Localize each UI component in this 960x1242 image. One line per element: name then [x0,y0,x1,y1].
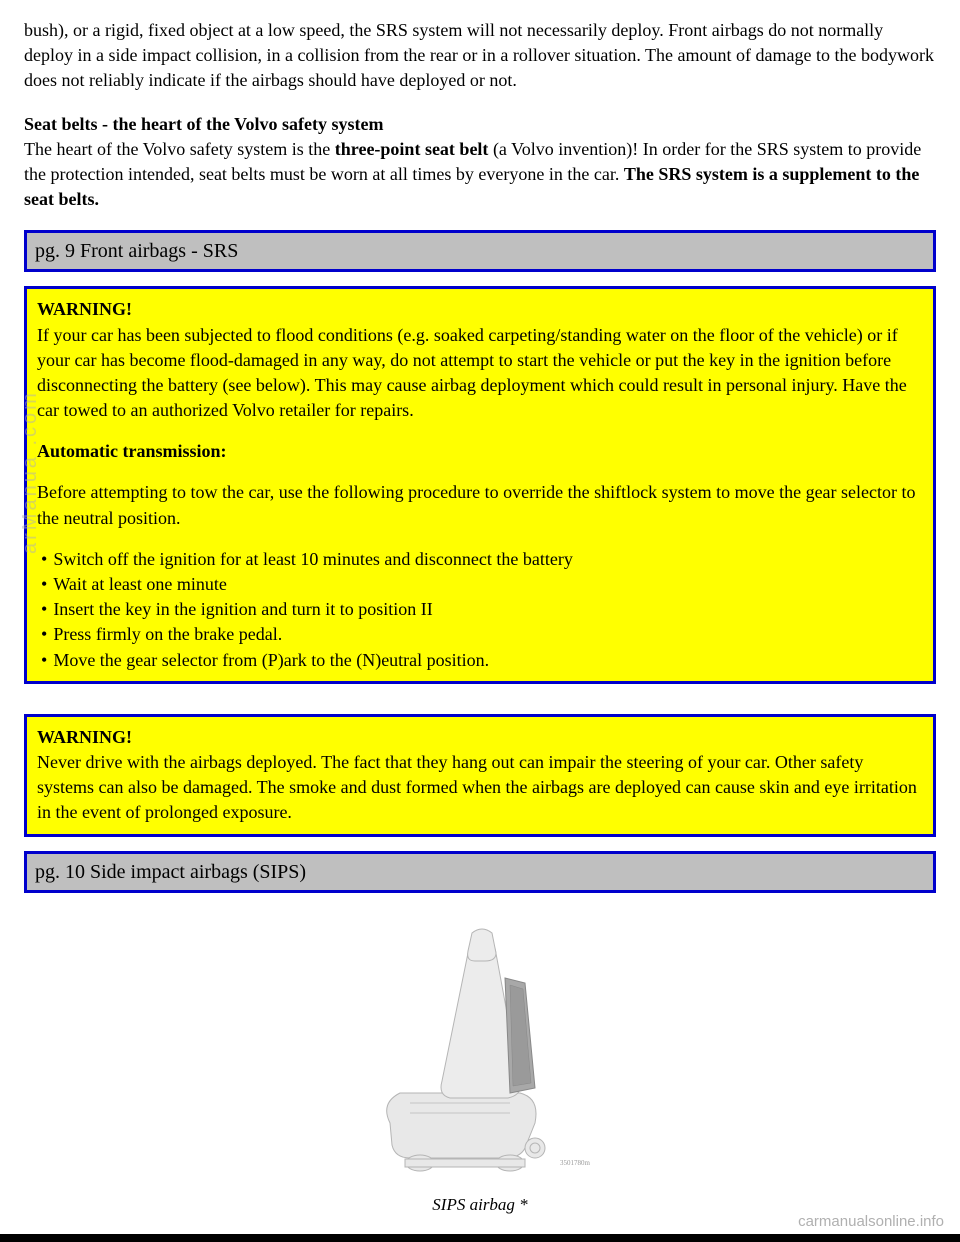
warning1-heading: WARNING! [37,299,132,319]
warning1-li4: Press firmly on the brake pedal. [41,622,923,647]
intro-p2-bold1: three-point seat belt [335,139,489,159]
warning1-li5: Move the gear selector from (P)ark to th… [41,648,923,673]
warning2-p1: Never drive with the airbags deployed. T… [37,752,917,822]
warning1-li1: Switch off the ignition for at least 10 … [41,547,923,572]
warning1-li2: Wait at least one minute [41,572,923,597]
seat-belts-heading: Seat belts - the heart of the Volvo safe… [24,114,383,134]
seat-belts-section: Seat belts - the heart of the Volvo safe… [24,112,936,213]
sips-seat-svg: 3501780m [310,923,650,1183]
warning-box-2: WARNING! Never drive with the airbags de… [24,714,936,837]
footer-link: carmanualsonline.info [798,1211,944,1232]
warning-box-1: WARNING! If your car has been subjected … [24,286,936,683]
intro-para-1: bush), or a rigid, fixed object at a low… [24,18,936,94]
warning1-subheading: Automatic transmission: [37,439,923,464]
warning2-heading: WARNING! [37,727,132,747]
warning1-list: Switch off the ignition for at least 10 … [37,547,923,673]
section-header-pg9: pg. 9 Front airbags - SRS [24,230,936,272]
document-page: bush), or a rigid, fixed object at a low… [0,0,960,1234]
warning1-p2: Before attempting to tow the car, use th… [37,480,923,530]
section-header-pg10: pg. 10 Side impact airbags (SIPS) [24,851,936,893]
svg-text:3501780m: 3501780m [560,1159,591,1167]
intro-p2a: The heart of the Volvo safety system is … [24,139,335,159]
seat-illustration: 3501780m [24,923,936,1183]
warning1-p1: If your car has been subjected to flood … [37,325,907,421]
warning1-li3: Insert the key in the ignition and turn … [41,597,923,622]
